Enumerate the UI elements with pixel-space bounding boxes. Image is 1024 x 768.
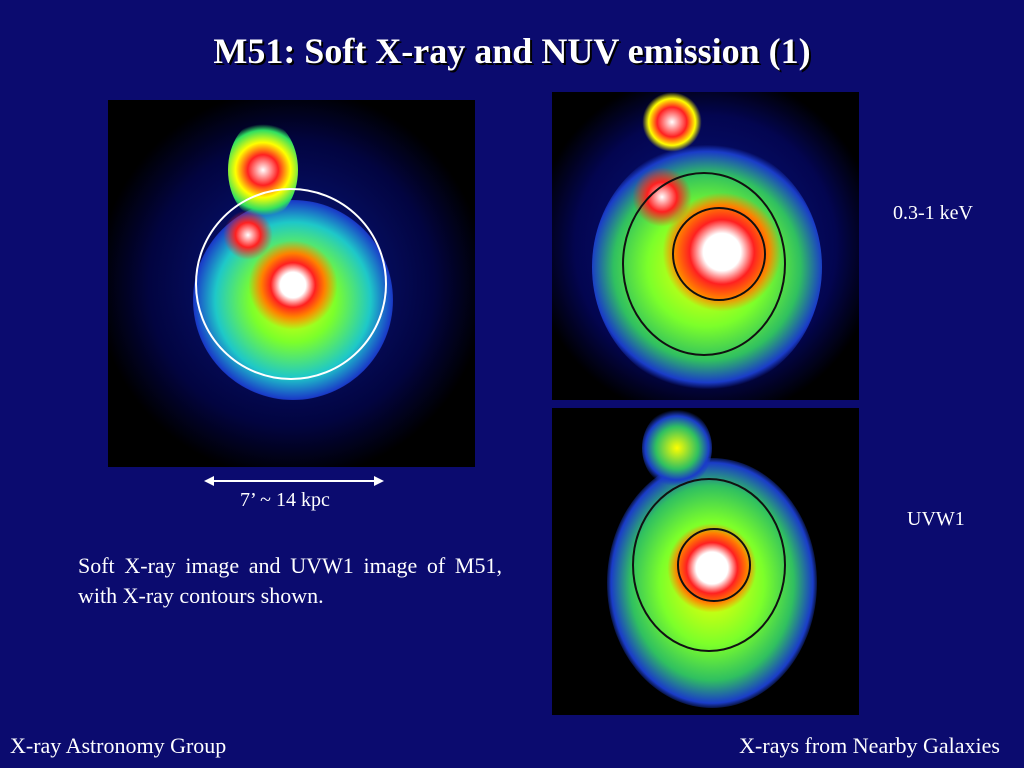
slide-title: M51: Soft X-ray and NUV emission (1) bbox=[213, 31, 811, 71]
xray-contour-image bbox=[552, 92, 859, 400]
energy-band-label: 0.3-1 keV bbox=[893, 202, 973, 224]
footer-left: X-ray Astronomy Group bbox=[10, 733, 227, 758]
caption: Soft X-ray image and UVW1 image of M51, … bbox=[78, 553, 502, 608]
uvw1-image bbox=[552, 408, 859, 715]
scale-label: 7’ ~ 14 kpc bbox=[240, 489, 330, 511]
scale-bar-arrow bbox=[204, 476, 384, 486]
footer-right: X-rays from Nearby Galaxies bbox=[739, 733, 1000, 758]
soft-xray-image bbox=[108, 100, 475, 467]
uvw1-label: UVW1 bbox=[907, 508, 965, 530]
